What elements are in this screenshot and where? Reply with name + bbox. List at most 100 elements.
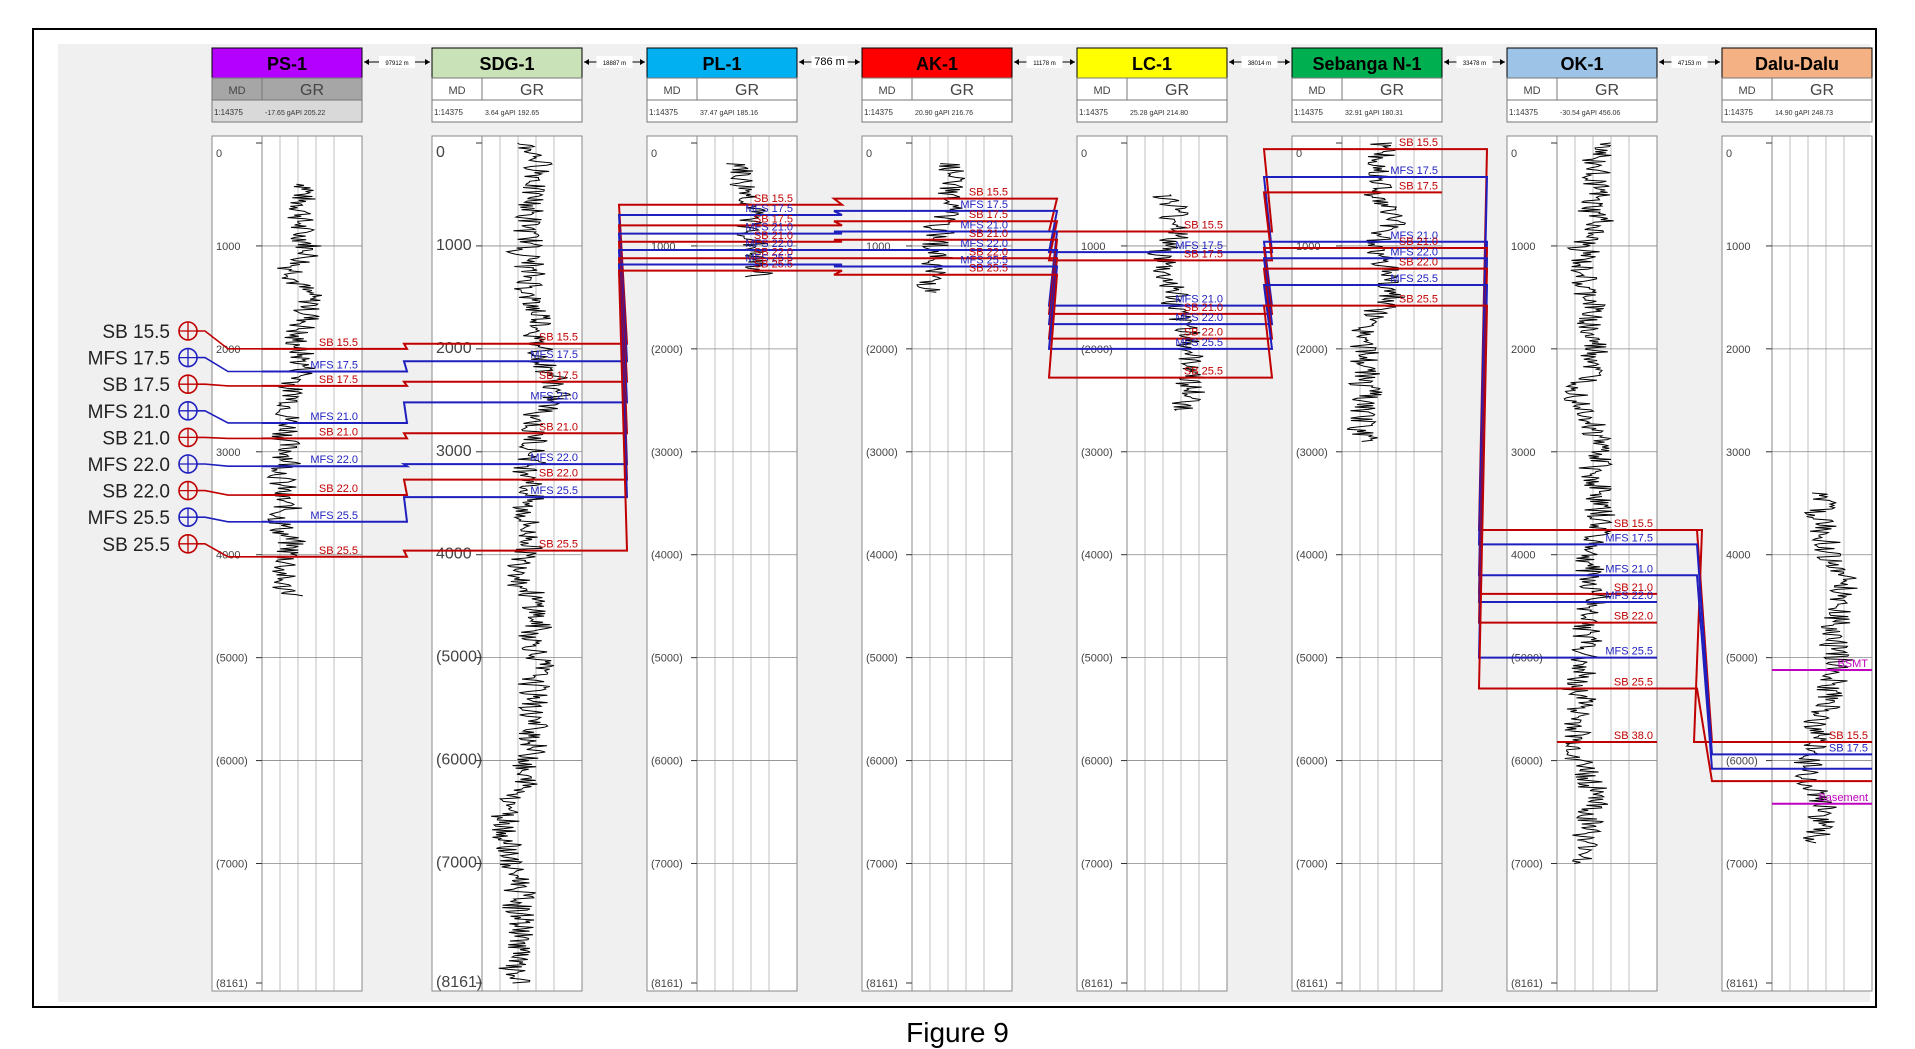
md-track — [431, 135, 483, 992]
well-top-label: MFS 21.0 — [310, 411, 358, 423]
well-top-label: SB 25.5 — [539, 539, 578, 551]
well-top-label: SB 22.0 — [319, 483, 358, 495]
depth-label: (4000) — [1296, 550, 1328, 562]
correlation-line — [797, 197, 912, 206]
legend-item: MFS 25.5 — [88, 507, 262, 529]
depth-label: (7000) — [1511, 858, 1543, 870]
gr-log-curve — [916, 163, 965, 293]
legend-connector — [197, 542, 262, 558]
well-top-label: SB 15.5 — [319, 337, 358, 349]
depth-label: (8161) — [1726, 978, 1758, 990]
scale-row — [1506, 99, 1658, 123]
depth-label: (5000) — [1726, 653, 1758, 665]
correlation-line — [362, 478, 482, 497]
md-header-label: MD — [1308, 85, 1325, 97]
well-name-label: OK-1 — [1560, 54, 1603, 74]
gr-log-curve — [1561, 142, 1616, 864]
depth-label: (6000) — [1081, 756, 1113, 768]
well-top-label: MFS 25.5 — [1390, 273, 1438, 285]
well-top-label: SB 15.5 — [1184, 220, 1223, 232]
depth-label: (7000) — [216, 858, 248, 870]
gr-track — [1126, 135, 1228, 992]
depth-label: 0 — [436, 144, 445, 161]
spacing-label-bg — [1026, 56, 1063, 68]
correlation-line — [362, 401, 482, 424]
well-top-label: MFS 25.5 — [745, 252, 793, 264]
depth-label: (4000) — [1081, 550, 1113, 562]
well-top-label: MFS 22.0 — [1390, 246, 1438, 258]
depth-label: (6000) — [216, 756, 248, 768]
legend-connector — [197, 463, 262, 467]
depth-label: 0 — [1081, 148, 1087, 160]
gr-log-curve — [1147, 194, 1205, 411]
depth-label: 2000 — [1511, 344, 1535, 356]
depth-label: 4000 — [436, 546, 472, 563]
well-top-label: SB 15.5 — [539, 332, 578, 344]
scale-label: 1:14375 — [1509, 108, 1538, 117]
md-header-label: MD — [448, 85, 465, 97]
depth-label: (2000) — [1296, 344, 1328, 356]
depth-label: (6000) — [866, 756, 898, 768]
depth-label: (5000) — [866, 653, 898, 665]
spacing-label: 47153 m — [1678, 61, 1701, 67]
depth-label: 0 — [651, 148, 657, 160]
well-top-label: SB 21.0 — [1399, 236, 1438, 248]
spacing-label-bg — [1671, 56, 1708, 68]
well-top-label: MFS 21.0 — [1605, 563, 1653, 575]
legend-connector — [197, 489, 262, 496]
depth-label: (3000) — [1296, 447, 1328, 459]
well-top-label: MFS 25.5 — [310, 510, 358, 522]
correlation-line — [1227, 304, 1342, 379]
well-top-label: SB 15.5 — [969, 187, 1008, 199]
well-top-label: SB 17.5 — [1829, 742, 1868, 754]
gr-header-label: GR — [1165, 82, 1189, 99]
well-top-label: SB 17.5 — [969, 209, 1008, 221]
correlation-line — [1657, 543, 1772, 756]
gr-header-label: GR — [1595, 82, 1619, 99]
correlation-line — [1227, 257, 1342, 326]
depth-label: (5000) — [651, 653, 683, 665]
md-track — [646, 135, 698, 992]
well-name-label: AK-1 — [916, 54, 958, 74]
depth-label: (8161) — [1296, 978, 1328, 990]
md-header-label: MD — [878, 85, 895, 97]
depth-label: (7000) — [651, 858, 683, 870]
md-track — [211, 135, 263, 992]
depth-label: (7000) — [1296, 858, 1328, 870]
depth-label: (8161) — [436, 974, 482, 991]
spacing-arrow-head — [1715, 59, 1720, 65]
well-name-header — [431, 47, 583, 79]
well-top-label: MFS 17.5 — [1175, 240, 1223, 252]
depth-label: (2000) — [866, 344, 898, 356]
depth-label: (8161) — [866, 978, 898, 990]
correlation-line — [1657, 687, 1772, 783]
depth-label: 1000 — [1081, 241, 1105, 253]
spacing-label-bg — [596, 56, 633, 68]
legend-connector — [197, 516, 262, 523]
well-top-label: MFS 22.0 — [1605, 590, 1653, 602]
well-name-label: LC-1 — [1132, 54, 1172, 74]
depth-label: (8161) — [1081, 978, 1113, 990]
gr-range-label: 37.47 gAPI 185.16 — [700, 110, 758, 117]
well-top-label: MFS 17.5 — [960, 199, 1008, 211]
legend-label: MFS 22.0 — [88, 455, 170, 476]
depth-label: (5000) — [1081, 653, 1113, 665]
depth-label: (2000) — [651, 344, 683, 356]
well-sdg-1: SDG-1 MD GR 1:14375 3.64 gAPI 192.65 0 1000 200… — [431, 47, 645, 992]
gr-track — [481, 135, 583, 992]
md-header-label: MD — [1093, 85, 1110, 97]
depth-label: (3000) — [1081, 447, 1113, 459]
correlation-line — [1012, 273, 1127, 379]
correlation-line — [1657, 574, 1772, 770]
depth-label: 4000 — [1511, 550, 1535, 562]
well-top-label: SB 15.5 — [1399, 137, 1438, 149]
legend-label: SB 21.0 — [102, 428, 170, 449]
well-top-label: SB 17.5 — [1399, 180, 1438, 192]
depth-label: (3000) — [866, 447, 898, 459]
spacing-arrow-head — [1444, 59, 1449, 65]
well-ok-1: OK-1 MD GR 1:14375 -30.54 gAPI 456.06 0 1000 20… — [1506, 47, 1720, 992]
spacing-arrow-head — [1229, 59, 1234, 65]
scale-label: 1:14375 — [1079, 108, 1108, 117]
